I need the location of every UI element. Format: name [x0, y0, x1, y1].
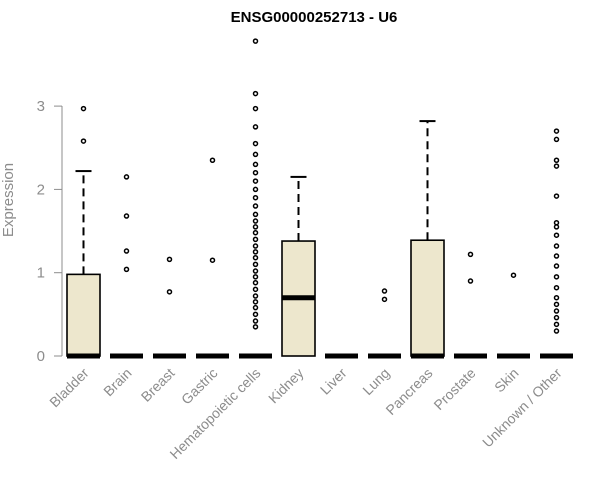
x-tick-label: Bladder [46, 365, 92, 411]
outlier-point [553, 136, 560, 143]
box-bladder [66, 105, 101, 359]
outlier-point [252, 286, 259, 293]
outlier-point [252, 229, 259, 236]
outlier-point [252, 151, 259, 158]
outlier-point [252, 243, 259, 249]
box-kidney [281, 175, 316, 357]
outlier-point [553, 294, 560, 301]
outlier-point [252, 203, 259, 209]
outlier-point [252, 140, 259, 147]
box-series [66, 38, 573, 359]
outlier-point [553, 232, 560, 238]
x-tick-label: Liver [317, 365, 350, 398]
outlier-point [553, 274, 560, 280]
outlier-point [252, 293, 259, 299]
box-hematopoietic-cells [239, 38, 272, 359]
outlier-point [252, 249, 259, 255]
y-tick-label: 0 [37, 348, 45, 365]
outlier-point [252, 304, 259, 311]
outlier-point [252, 318, 259, 324]
outlier-point [252, 186, 259, 193]
outlier-point [209, 257, 216, 263]
outlier-point [467, 278, 474, 284]
outlier-point [123, 248, 130, 254]
outlier-point [381, 288, 388, 294]
chart-title: ENSG00000252713 - U6 [231, 9, 398, 26]
outlier-point [553, 263, 560, 269]
outlier-point [166, 289, 173, 295]
outlier-point [209, 157, 216, 163]
y-tick-label: 2 [37, 181, 45, 198]
outlier-point [252, 169, 259, 176]
outlier-point [553, 314, 560, 321]
outlier-point [252, 274, 259, 280]
outlier-point [123, 174, 130, 180]
outlier-point [252, 324, 259, 330]
outlier-point [553, 328, 560, 334]
outlier-point [252, 211, 259, 218]
outlier-point [553, 301, 560, 308]
x-tick-label: Skin [491, 365, 522, 396]
outlier-point [166, 256, 173, 263]
outlier-point [553, 243, 560, 249]
outlier-point [467, 251, 474, 258]
outlier-point [553, 321, 560, 328]
outlier-point [123, 266, 130, 273]
x-tick-label: Lung [359, 365, 392, 398]
outlier-point [252, 236, 259, 243]
box-prostate [454, 251, 487, 359]
outlier-point [553, 224, 560, 230]
box-gastric [196, 157, 229, 359]
box-lung [368, 288, 401, 359]
y-ticks: 0 1 2 3 [37, 98, 62, 365]
x-tick-label: Unknown / Other [479, 365, 565, 451]
outlier-point [252, 261, 259, 268]
outlier-point [252, 311, 259, 318]
outlier-point [252, 279, 259, 286]
outlier-point [381, 296, 388, 303]
outlier-point [252, 254, 259, 261]
outlier-point [510, 272, 517, 278]
outlier-point [80, 105, 87, 112]
x-tick-label: Prostate [430, 365, 478, 413]
box-brain [110, 174, 143, 359]
x-tick-label: Gastric [178, 365, 221, 408]
outlier-point [553, 193, 560, 199]
box-rect [410, 239, 445, 357]
outlier-point [553, 219, 560, 226]
outlier-point [252, 161, 259, 168]
outlier-point [252, 268, 259, 274]
outlier-point [252, 38, 259, 44]
box-skin [497, 272, 530, 359]
outlier-point [252, 124, 259, 130]
outlier-point [80, 138, 87, 144]
x-tick-label: Brain [100, 365, 134, 399]
outlier-point [252, 224, 259, 230]
box-unknown-other [540, 128, 573, 359]
outlier-point [252, 105, 259, 112]
outlier-point [252, 194, 259, 201]
y-tick-label: 3 [37, 98, 45, 115]
outlier-point [553, 253, 560, 259]
outlier-point [252, 90, 259, 97]
outlier-point [252, 299, 259, 305]
outlier-point [252, 218, 259, 224]
outlier-point [553, 308, 560, 314]
box-rect [66, 273, 101, 357]
outlier-point [553, 128, 560, 134]
outlier-point [553, 284, 560, 291]
outlier-point [553, 163, 560, 169]
y-axis-label: Expression [0, 163, 17, 237]
x-tick-label: Breast [138, 365, 178, 405]
box-pancreas [410, 120, 445, 359]
y-tick-label: 1 [37, 265, 45, 282]
x-tick-label: Kidney [265, 365, 307, 407]
box-breast [153, 256, 186, 359]
x-tick-label: Pancreas [382, 365, 435, 418]
outlier-point [123, 213, 130, 219]
outlier-point [252, 178, 259, 184]
outlier-point [553, 157, 560, 163]
